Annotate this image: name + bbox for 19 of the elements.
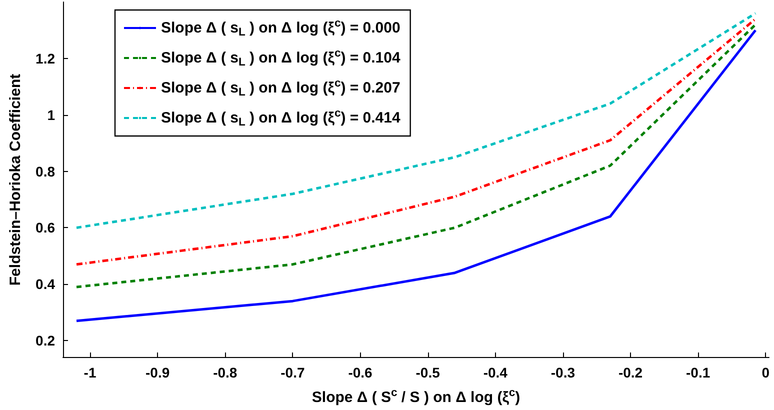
- x-tick-label: -0.4: [483, 364, 508, 380]
- x-tick-label: -1: [84, 364, 96, 380]
- y-tick-label: 0.8: [36, 163, 56, 180]
- line-series: [75, 12, 757, 229]
- x-tick-label: 0: [762, 364, 770, 380]
- x-tick-label: -0.1: [686, 364, 710, 380]
- x-tick-label: -0.5: [416, 364, 440, 380]
- y-tick-label: 0.6: [36, 220, 56, 236]
- x-tick-label: -0.8: [213, 364, 238, 380]
- x-tick-label: -0.9: [146, 364, 170, 380]
- y-tick-label: 1.2: [36, 50, 56, 66]
- y-axis-title: Feldstein–Horioka Coefficient: [7, 74, 24, 286]
- x-tick-label: -0.3: [550, 364, 576, 380]
- x-tick-label: -0.7: [280, 364, 305, 380]
- x-tick-label: -0.6: [348, 364, 373, 380]
- y-tick-label: 0.2: [36, 332, 56, 349]
- y-tick-label: 0.4: [36, 276, 56, 292]
- y-tick-label: 1: [47, 106, 56, 123]
- x-tick-label: -0.2: [618, 364, 643, 380]
